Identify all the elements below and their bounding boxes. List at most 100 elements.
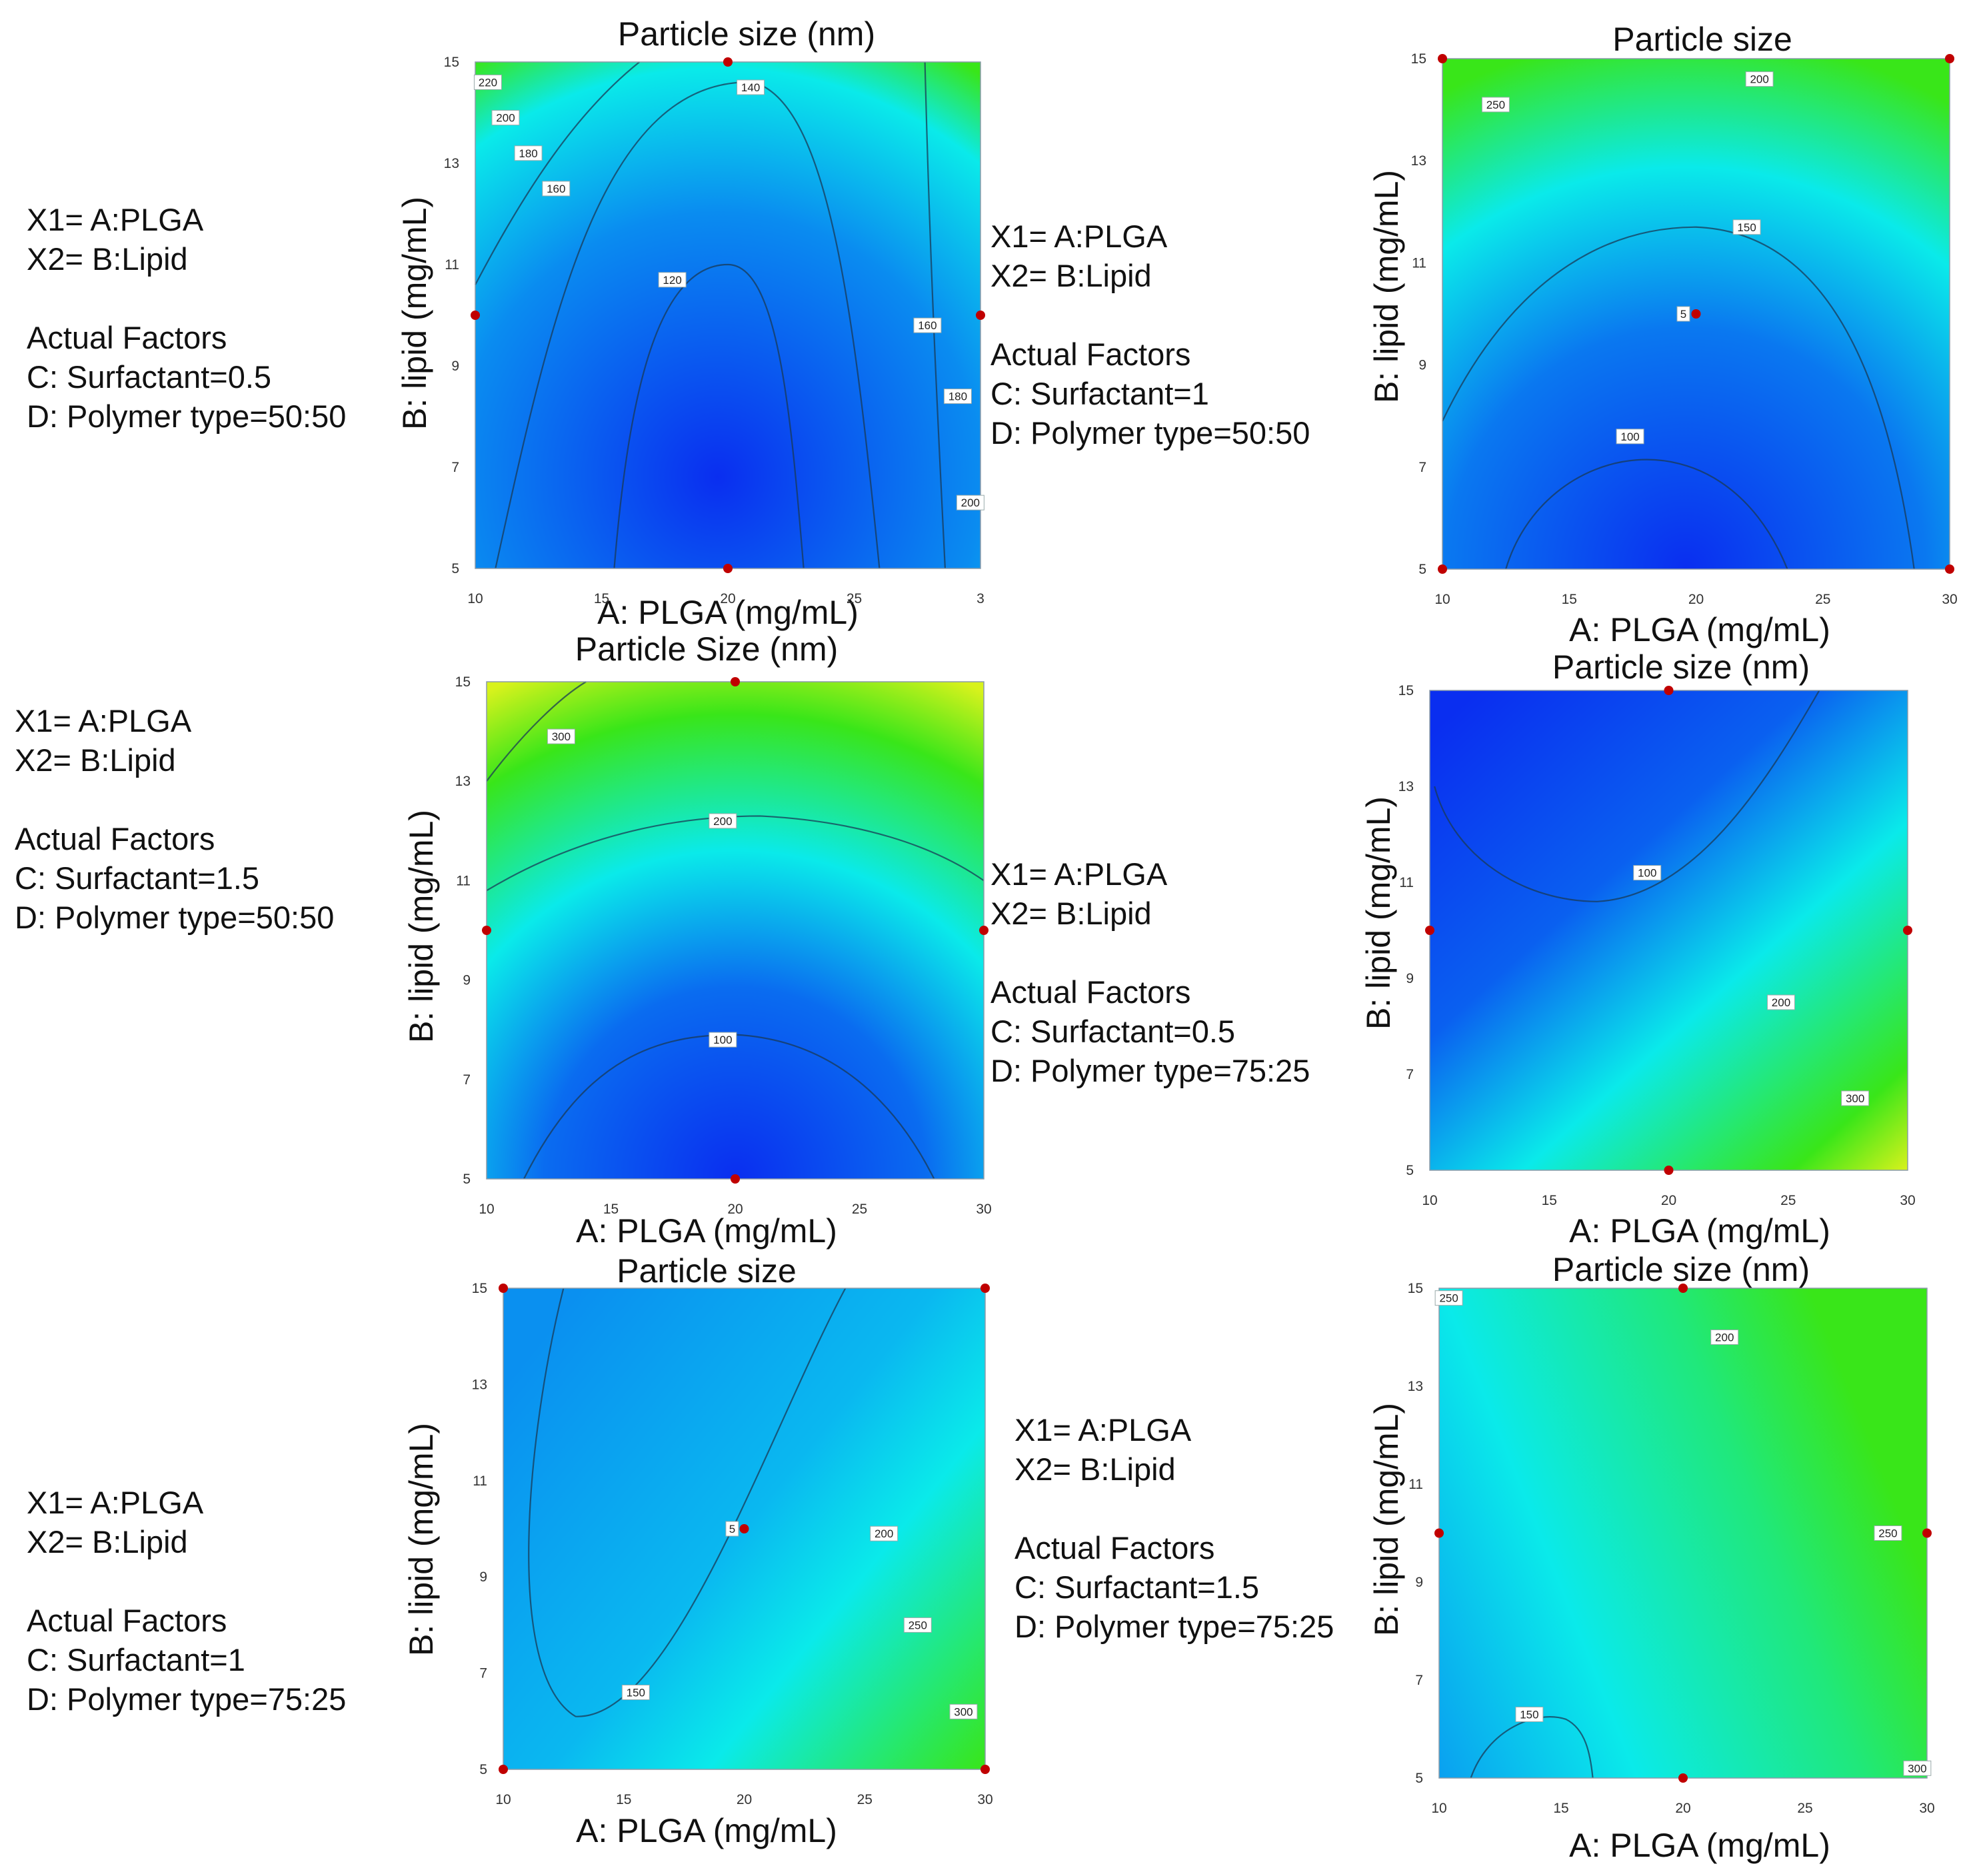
contour-label: 300	[1908, 1762, 1926, 1775]
plot-title: Particle size (nm)	[617, 15, 876, 53]
contour-label: 160	[918, 319, 937, 332]
contour-label: 300	[552, 730, 571, 743]
plot-frame	[503, 1288, 986, 1770]
annotation-line: X1= A:PLGA	[990, 856, 1168, 892]
annotation-line: Actual Factors	[27, 1603, 227, 1638]
y-tick-label: 11	[445, 257, 459, 273]
contour-surface	[1439, 1288, 1927, 1778]
x-tick-label: 25	[847, 591, 862, 606]
contour-label: 150	[1737, 221, 1756, 234]
contour-line	[1434, 690, 1820, 902]
x-tick-label: 10	[479, 1202, 494, 1217]
contour-label-box	[621, 1684, 650, 1700]
contour-label: 140	[741, 81, 760, 94]
y-tick-label: 7	[1406, 1067, 1414, 1082]
contour-line	[924, 61, 947, 569]
y-tick-label: 13	[1398, 779, 1414, 794]
x-tick-label: 20	[1661, 1193, 1676, 1208]
y-tick-label: 15	[472, 1281, 487, 1296]
y-tick-label: 9	[1406, 971, 1414, 986]
y-tick-label: 13	[472, 1377, 487, 1392]
contour-label: 100	[1638, 867, 1656, 880]
y-tick-label: 9	[1418, 358, 1426, 373]
annotation-line: X1= A:PLGA	[27, 202, 204, 237]
contour-line	[475, 61, 641, 285]
design-point	[499, 1765, 508, 1774]
contour-label-box	[1766, 994, 1795, 1010]
x-tick-label: 25	[857, 1792, 873, 1807]
x-tick-label: 3	[977, 591, 985, 606]
annotation-line: X1= A:PLGA	[1014, 1412, 1192, 1447]
design-point	[739, 1524, 749, 1533]
annotation-line: C: Surfactant=1.5	[15, 860, 260, 896]
contour-label: 150	[1520, 1708, 1538, 1721]
contour-label: 5	[729, 1523, 735, 1535]
design-point	[1678, 1284, 1688, 1293]
y-tick-label: 13	[455, 774, 471, 789]
contour-label-box	[658, 272, 687, 288]
y-tick-label: 11	[1412, 255, 1426, 271]
contour-label: 250	[1439, 1292, 1458, 1305]
x-tick-label: 30	[977, 1792, 992, 1807]
contour-line	[1442, 226, 1915, 570]
annotation-line: D: Polymer type=75:25	[1014, 1609, 1334, 1644]
contour-label-box	[1732, 219, 1761, 235]
y-tick-label: 13	[1408, 1379, 1423, 1394]
annotation-line: C: Surfactant=1.5	[1014, 1569, 1260, 1605]
contour-label: 200	[1772, 996, 1790, 1009]
y-tick-label: 11	[1408, 1477, 1423, 1492]
design-point	[731, 677, 740, 686]
annotation-block: X1= A:PLGA X2= B:Lipid Actual Factors C:…	[27, 200, 346, 436]
y-tick-label: 7	[463, 1072, 471, 1088]
annotation-line: Actual Factors	[27, 320, 227, 355]
contour-label: 200	[713, 815, 732, 828]
contour-label: 5	[1680, 308, 1686, 321]
x-axis-label: A: PLGA (mg/mL)	[1569, 1212, 1830, 1250]
contour-label: 100	[713, 1034, 732, 1046]
y-tick-label: 11	[456, 873, 471, 888]
design-point	[979, 926, 988, 935]
annotation-block: X1= A:PLGA X2= B:Lipid Actual Factors C:…	[15, 701, 334, 937]
contour-line	[1470, 1716, 1594, 1779]
contour-label-box	[943, 389, 972, 405]
design-point	[1438, 564, 1447, 574]
y-tick-label: 13	[444, 156, 459, 171]
y-tick-label: 13	[1411, 153, 1426, 169]
contour-label: 100	[1620, 431, 1639, 443]
contour-label-box	[903, 1617, 932, 1633]
x-tick-label: 10	[495, 1792, 511, 1807]
contour-label-box	[709, 813, 737, 829]
x-tick-label: 20	[1675, 1801, 1690, 1816]
plot-frame	[1442, 58, 1950, 570]
contour-line	[486, 681, 587, 782]
plot-title: Particle size (nm)	[1552, 648, 1810, 686]
y-tick-label: 11	[473, 1473, 487, 1489]
x-tick-label: 15	[594, 591, 609, 606]
annotation-line: X2= B:Lipid	[27, 1524, 188, 1559]
design-point	[1903, 926, 1912, 935]
contour-label-box	[1745, 71, 1774, 87]
design-point	[1664, 686, 1674, 695]
x-tick-label: 25	[1797, 1801, 1812, 1816]
annotation-line: C: Surfactant=1	[990, 376, 1209, 411]
design-point	[1945, 54, 1954, 63]
plot-title: Particle size	[617, 1252, 797, 1290]
design-point	[1691, 309, 1701, 319]
design-point	[723, 564, 733, 573]
contour-label-box	[737, 79, 765, 95]
contour-label: 300	[954, 1705, 973, 1718]
annotation-line: D: Polymer type=50:50	[15, 900, 335, 935]
contour-label-box	[1841, 1090, 1870, 1106]
contour-label-box	[491, 110, 520, 126]
contour-label: 200	[496, 112, 515, 125]
design-point	[1922, 1528, 1932, 1538]
x-tick-label: 15	[1562, 592, 1577, 607]
contour-label: 220	[479, 76, 497, 89]
y-tick-label: 9	[451, 359, 459, 374]
annotation-line: C: Surfactant=1	[27, 1642, 245, 1677]
contour-label-box	[913, 317, 942, 333]
